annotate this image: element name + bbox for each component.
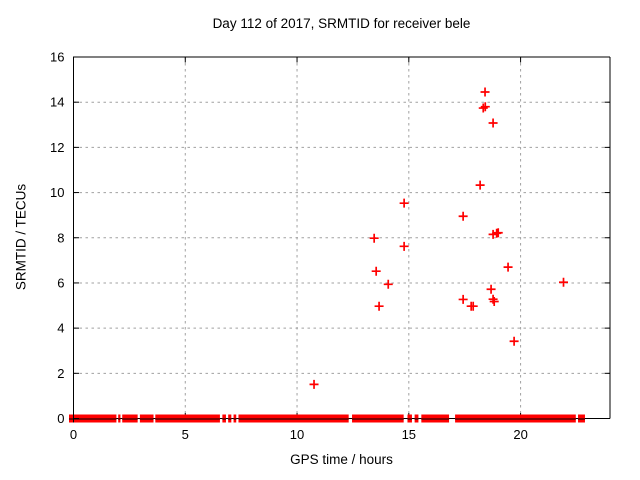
y-tick-label: 2 (57, 366, 64, 381)
x-tick-label: 20 (513, 427, 527, 442)
data-point-marker (458, 294, 468, 304)
data-point-marker (458, 211, 468, 221)
data-point-marker (309, 379, 319, 389)
data-point-marker (468, 301, 478, 311)
y-tick-label: 6 (57, 275, 64, 290)
data-point-marker (480, 87, 490, 97)
data-point-marker (374, 301, 384, 311)
y-tick-label: 14 (50, 95, 64, 110)
x-axis-label: GPS time / hours (290, 452, 393, 467)
x-tick-label: 0 (70, 427, 77, 442)
data-point-marker (478, 103, 488, 113)
y-tick-label: 10 (50, 185, 64, 200)
y-tick-label: 12 (50, 140, 64, 155)
data-point-marker (369, 233, 379, 243)
y-tick-label: 4 (57, 321, 64, 336)
data-point-marker (488, 118, 498, 128)
data-point-marker (493, 228, 503, 238)
data-point-marker (559, 277, 569, 287)
chart-title: Day 112 of 2017, SRMTID for receiver bel… (212, 16, 471, 31)
y-tick-label: 8 (57, 230, 64, 245)
y-axis-label: SRMTID / TECUs (13, 183, 29, 291)
data-point-marker (489, 296, 499, 306)
data-point-marker (480, 102, 490, 112)
y-tick-label: 0 (57, 411, 64, 426)
data-point-marker (509, 336, 519, 346)
data-point-marker (488, 294, 498, 304)
data-point-marker (475, 180, 485, 190)
data-point-marker (371, 266, 381, 276)
x-tick-label: 15 (402, 427, 416, 442)
data-point-marker (383, 279, 393, 289)
data-point-marker (503, 262, 513, 272)
x-tick-label: 5 (182, 427, 189, 442)
x-tick-label: 10 (290, 427, 304, 442)
data-point-marker (399, 241, 409, 251)
data-point-marker (486, 284, 496, 294)
y-tick-label: 16 (50, 50, 64, 65)
data-point-marker (399, 198, 409, 208)
